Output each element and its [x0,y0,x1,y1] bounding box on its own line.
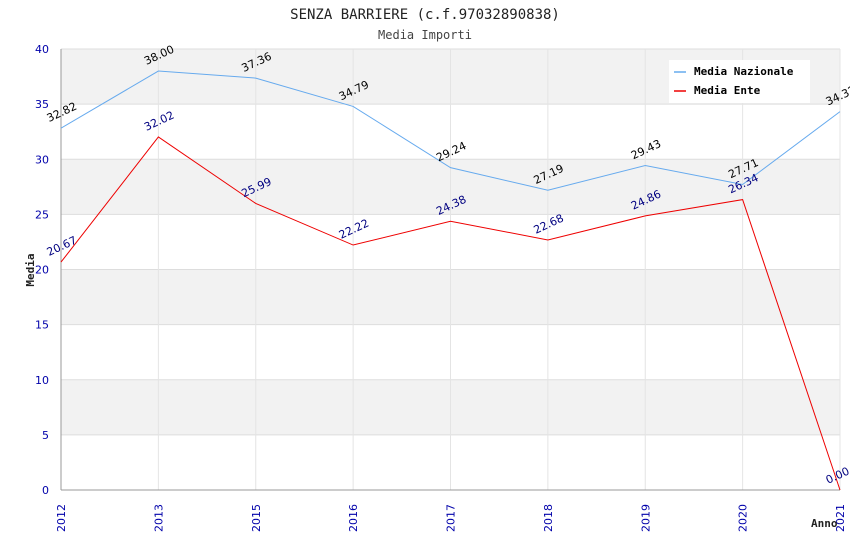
legend: Media Nazionale Media Ente [669,60,810,103]
chart-subtitle: Media Importi [378,28,472,42]
y-tick-label: 25 [35,208,49,221]
y-axis-label: Media [24,253,37,286]
x-tick-label: 2017 [445,504,458,532]
x-tick-label: 2019 [639,504,652,532]
y-tick-label: 20 [35,264,49,277]
y-tick-label: 40 [35,43,49,56]
y-tick-label: 35 [35,98,49,111]
x-tick-labels: 2012 2013 2015 2016 2017 2018 2019 2020 2021 [55,504,847,532]
y-tick-label: 10 [35,374,49,387]
x-tick-label: 2012 [55,504,68,532]
series-line [60,70,841,191]
y-tick-label: 5 [42,429,49,442]
series-line [60,136,841,491]
x-tick-label: 2020 [737,504,750,532]
y-tick-label: 30 [35,153,49,166]
y-tick-label: 15 [35,319,49,332]
x-tick-label: 2013 [152,504,165,532]
y-tick-label: 0 [42,484,49,497]
legend-box [669,60,810,103]
y-tick-labels: 0 5 10 15 20 25 30 35 40 [35,43,49,497]
x-tick-label: 2015 [250,504,263,532]
x-tick-label: 2016 [347,504,360,532]
x-axis-label: Anno [811,517,838,530]
x-tick-label: 2021 [834,504,847,532]
chart-title: SENZA BARRIERE (c.f.97032890838) [290,7,560,23]
legend-label-media-ente: Media Ente [694,84,761,97]
x-tick-label: 2018 [542,504,555,532]
legend-label-media-nazionale: Media Nazionale [694,65,794,78]
series-lines [60,70,841,491]
